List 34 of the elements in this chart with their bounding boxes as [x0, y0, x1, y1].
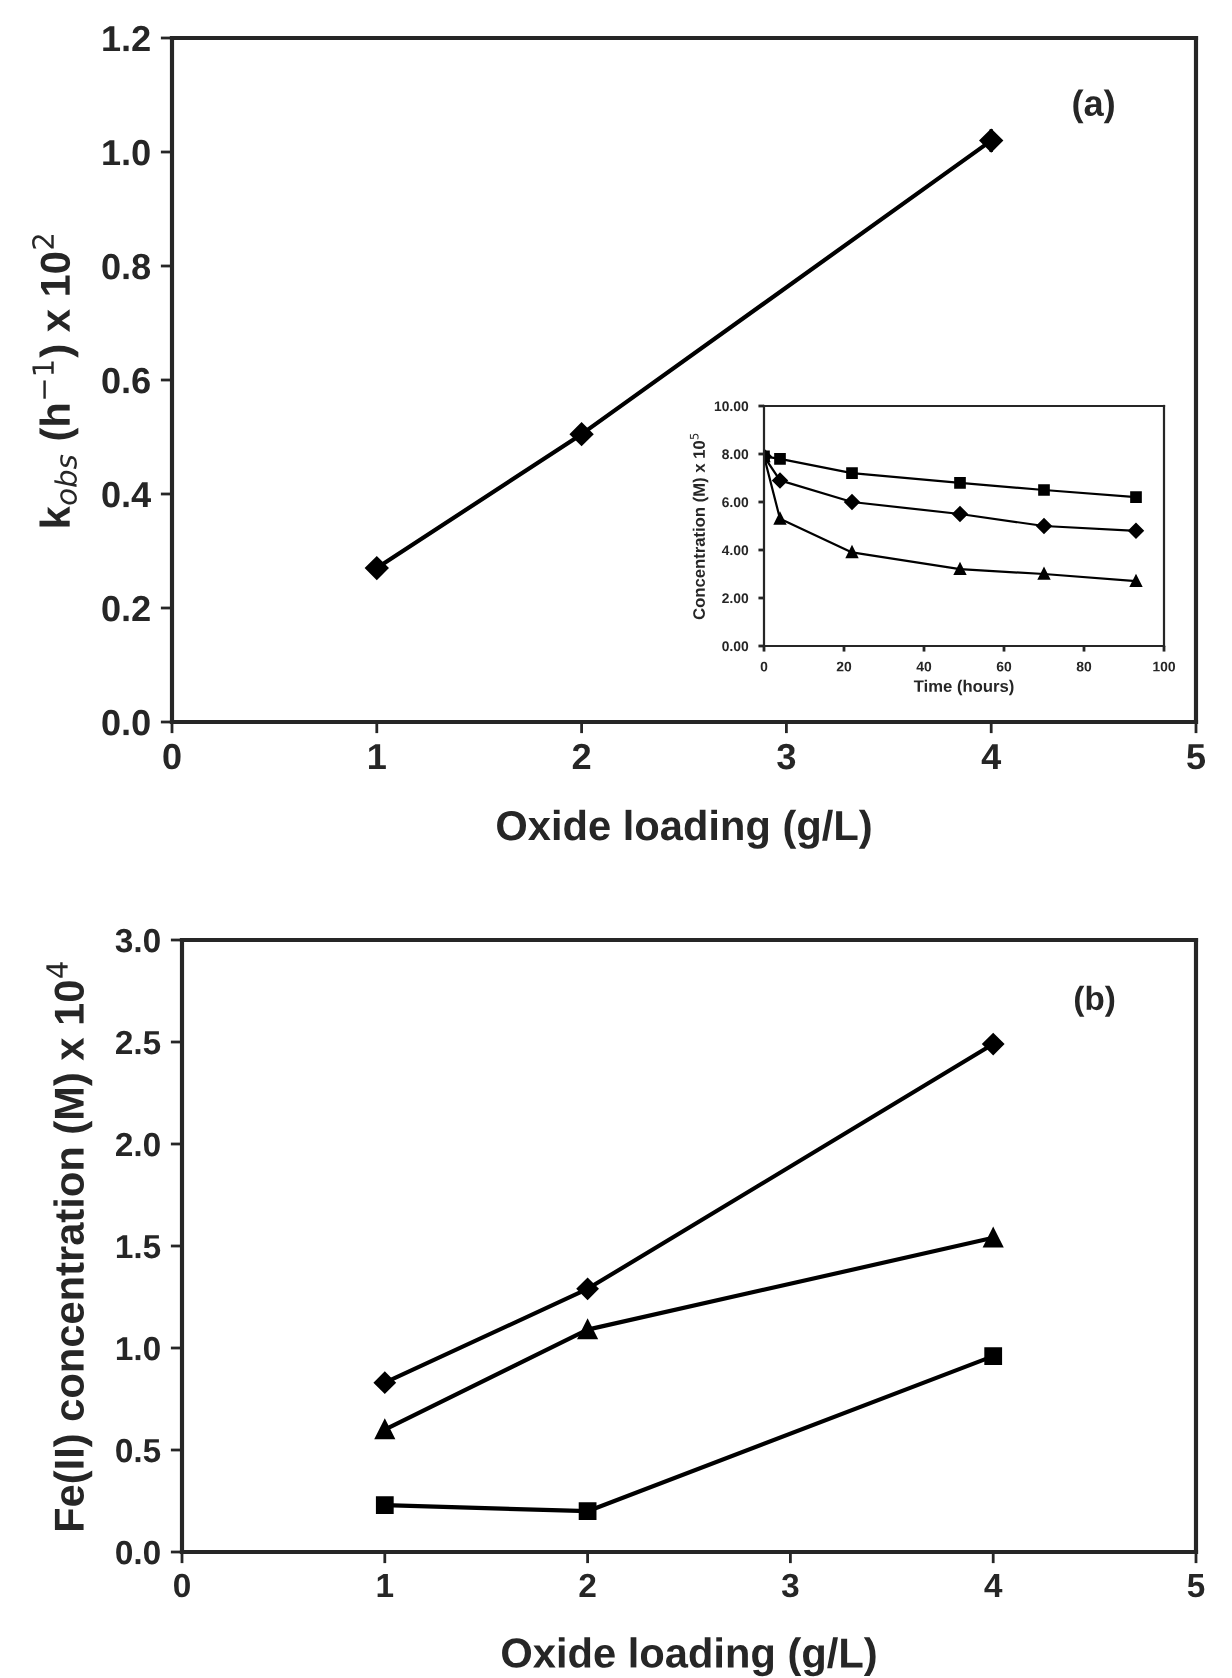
x-tick-label: 2 [579, 1573, 596, 1597]
x-axis-title: Time (hours) [913, 679, 1014, 696]
y-tick-label: 3.0 [115, 928, 160, 953]
x-tick-label: 1 [369, 744, 386, 769]
y-tick-label: 0.0 [102, 709, 150, 736]
x-tick-label: 5 [1187, 744, 1206, 770]
x-tick-label: 4 [984, 1574, 1003, 1597]
y-tick-label: 0.5 [116, 1438, 161, 1463]
y-tick-label: 0.2 [102, 595, 150, 622]
y-axis-title: Fe(II) concentration (M) x 10$^{4}$ [46, 962, 93, 1531]
y-tick-label: 2.0 [115, 1132, 160, 1157]
y-tick-label: 0.6 [102, 367, 150, 394]
x-axis-title: Oxide loading (g/L) [502, 1637, 876, 1677]
x-tick-label: 3 [781, 1573, 799, 1598]
x-tick-label: 2 [572, 743, 591, 769]
x-axis-title: Oxide loading (g/L) [497, 809, 871, 849]
y-axis-title: Concentration (M) x 10$^{5}$ [689, 433, 709, 620]
y-tick-label: 1.5 [116, 1235, 161, 1259]
y-tick-label: 0.4 [102, 481, 151, 508]
y-tick-label: 2.5 [115, 1030, 161, 1055]
y-tick-label: 1.0 [103, 139, 150, 166]
y-tick-label: 1.2 [103, 25, 150, 52]
y-tick-label: 1.0 [116, 1336, 160, 1361]
annotation: (a) [1073, 89, 1114, 124]
y-axis-title: k$_{obs}$ (h$^{−1}$) x 10$^{2}$ [32, 235, 79, 527]
x-tick-label: 5 [1187, 1574, 1205, 1598]
x-tick-label: 4 [981, 744, 1002, 769]
x-tick-label: 0 [163, 743, 181, 770]
x-tick-label: 1 [377, 1574, 394, 1597]
y-tick-label: 0.0 [116, 1540, 160, 1565]
y-tick-label: 0.8 [102, 253, 151, 280]
x-tick-label: 0 [174, 1573, 190, 1598]
annotation: (b) [1074, 985, 1115, 1017]
x-tick-label: 3 [777, 743, 796, 770]
